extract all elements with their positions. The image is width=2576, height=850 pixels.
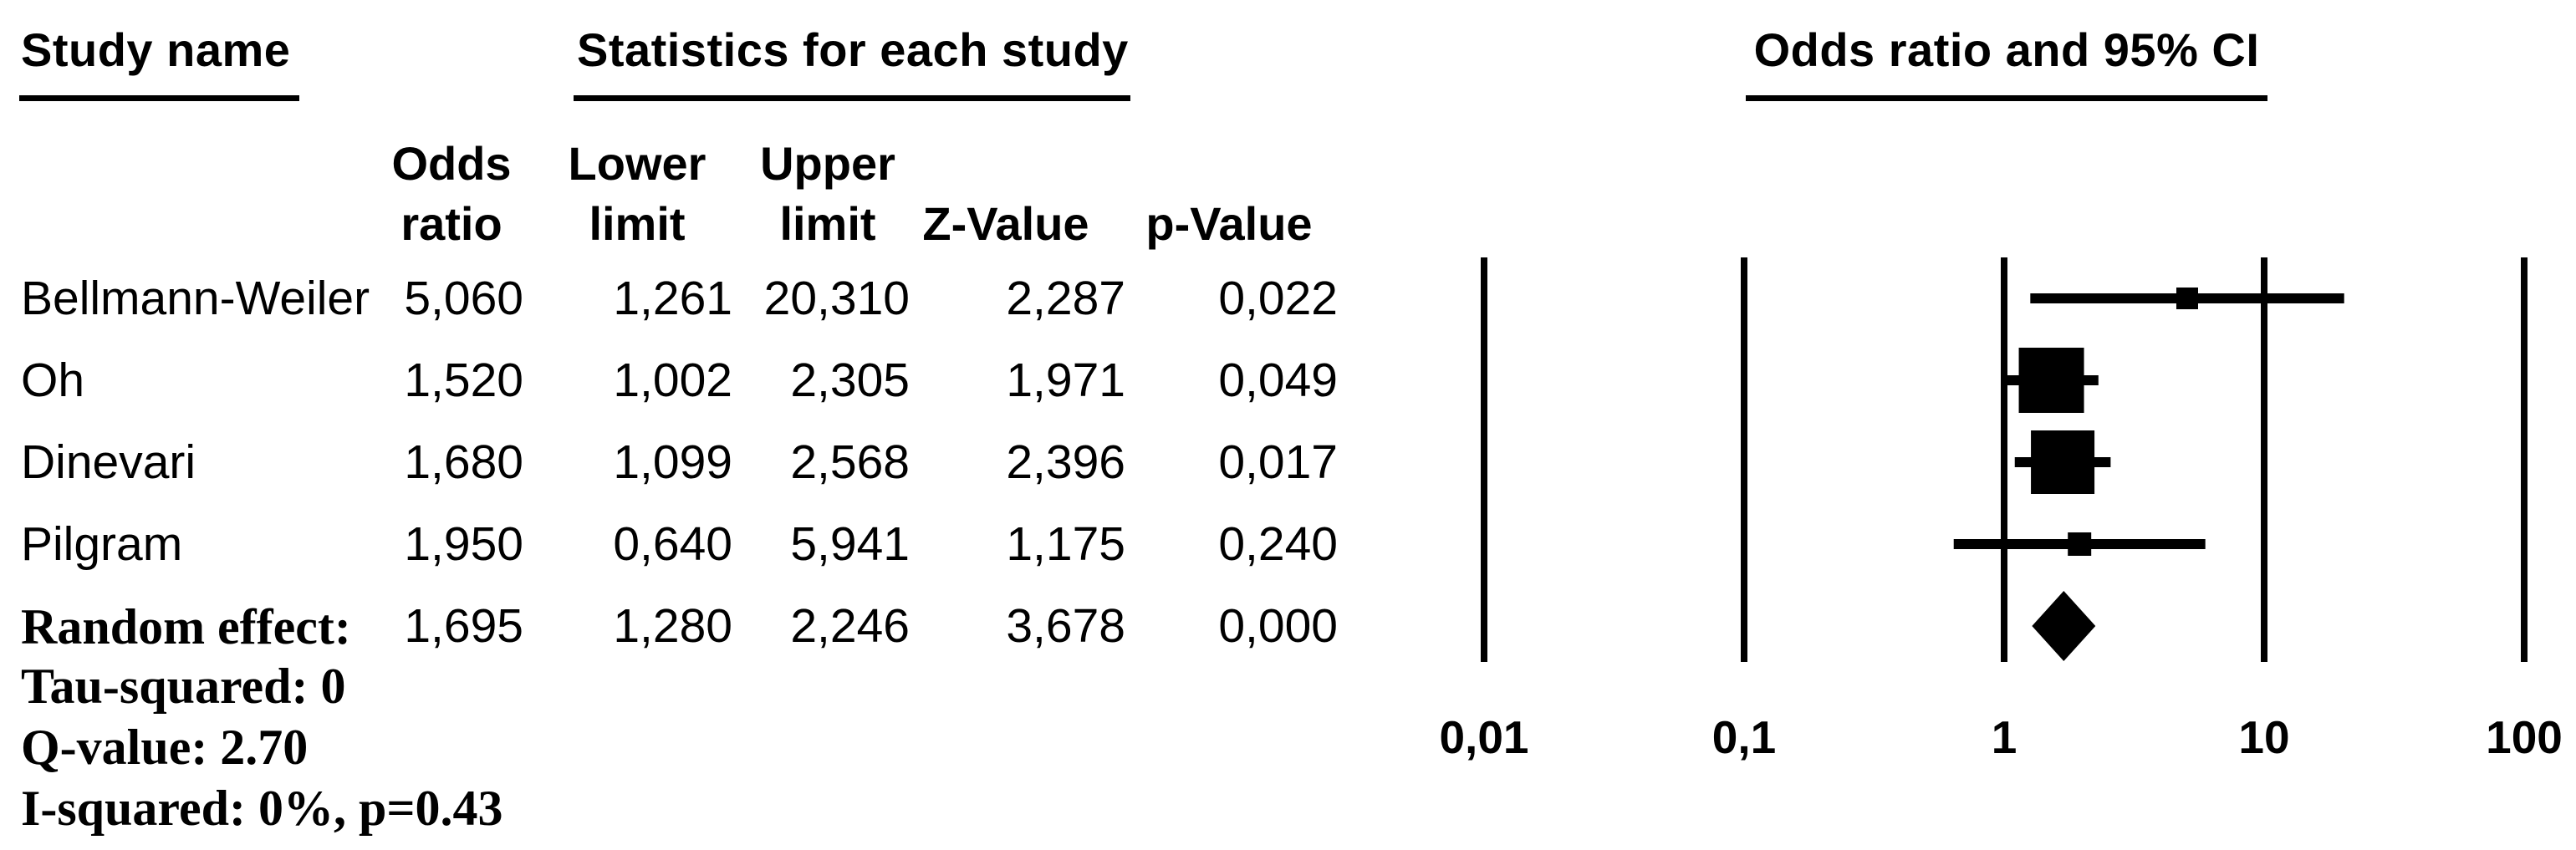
plot-header: Odds ratio and 95% CI xyxy=(1753,23,2260,76)
cell-lower-limit: 1,280 xyxy=(613,599,732,653)
cell-odds-ratio: 5,060 xyxy=(404,272,523,325)
axis-tick-label: 0,1 xyxy=(1712,711,1776,763)
cell-p-value: 0,049 xyxy=(1218,354,1338,407)
summary-diamond xyxy=(2032,591,2096,661)
cell-lower-limit: 1,261 xyxy=(613,272,732,325)
cell-odds-ratio: 1,680 xyxy=(404,435,523,489)
odds-ratio-marker xyxy=(2031,430,2095,494)
tau-squared-text: Tau-squared: 0 xyxy=(21,659,346,714)
cell-p-value: 0,022 xyxy=(1218,272,1338,325)
cell-z-value: 3,678 xyxy=(1006,599,1125,653)
cell-lower-limit: 0,640 xyxy=(613,517,732,571)
col-header-line: Odds xyxy=(391,137,512,190)
plot-header-underline xyxy=(1746,95,2267,101)
col-header-line: limit xyxy=(589,197,686,250)
cell-p-value: 0,000 xyxy=(1218,599,1338,653)
cell-z-value: 2,287 xyxy=(1006,272,1125,325)
cell-z-value: 2,396 xyxy=(1006,435,1125,489)
cell-z-value: 1,971 xyxy=(1006,354,1125,407)
axis-tick-label: 1 xyxy=(1992,711,2017,763)
statistics-header: Statistics for each study xyxy=(577,23,1129,76)
odds-ratio-marker xyxy=(2018,348,2084,413)
odds-ratio-marker xyxy=(2068,532,2092,556)
axis-tick-label: 100 xyxy=(2486,711,2563,763)
q-value-text: Q-value: 2.70 xyxy=(21,720,309,775)
cell-p-value: 0,017 xyxy=(1218,435,1338,489)
cell-z-value: 1,175 xyxy=(1006,517,1125,571)
summary-row-label: Random effect: xyxy=(21,599,351,654)
study-name-label: Pilgram xyxy=(21,517,183,571)
col-header-line: limit xyxy=(779,197,876,250)
cell-odds-ratio: 1,950 xyxy=(404,517,523,571)
col-header-line: Upper xyxy=(760,137,895,190)
col-header-line: Lower xyxy=(568,137,706,190)
cell-upper-limit: 5,941 xyxy=(790,517,910,571)
cell-upper-limit: 20,310 xyxy=(763,272,910,325)
cell-upper-limit: 2,568 xyxy=(790,435,910,489)
cell-odds-ratio: 1,695 xyxy=(404,599,523,653)
cell-odds-ratio: 1,520 xyxy=(404,354,523,407)
cell-upper-limit: 2,246 xyxy=(790,599,910,653)
statistics-underline xyxy=(574,95,1130,101)
axis-tick-label: 0,01 xyxy=(1439,711,1528,763)
col-header-line: ratio xyxy=(400,197,502,250)
i-squared-text: I-squared: 0%, p=0.43 xyxy=(21,781,503,836)
study-name-label: Dinevari xyxy=(21,435,196,489)
cell-p-value: 0,240 xyxy=(1218,517,1338,571)
study-name-underline xyxy=(19,95,299,101)
col-header-p-value: p-Value xyxy=(1145,197,1313,250)
study-name-label: Oh xyxy=(21,354,85,407)
col-header-z-value: Z-Value xyxy=(922,197,1089,250)
cell-lower-limit: 1,099 xyxy=(613,435,732,489)
odds-ratio-marker xyxy=(2176,288,2198,309)
axis-tick-label: 10 xyxy=(2238,711,2289,763)
cell-lower-limit: 1,002 xyxy=(613,354,732,407)
cell-upper-limit: 2,305 xyxy=(790,354,910,407)
study-name-label: Bellmann-Weiler xyxy=(21,272,370,325)
col-header-lower-limit: Lower limit xyxy=(503,134,771,254)
study-name-header: Study name xyxy=(21,23,291,76)
col-header-odds-ratio: Odds ratio xyxy=(318,134,585,254)
col-header-upper-limit: Upper limit xyxy=(694,134,962,254)
